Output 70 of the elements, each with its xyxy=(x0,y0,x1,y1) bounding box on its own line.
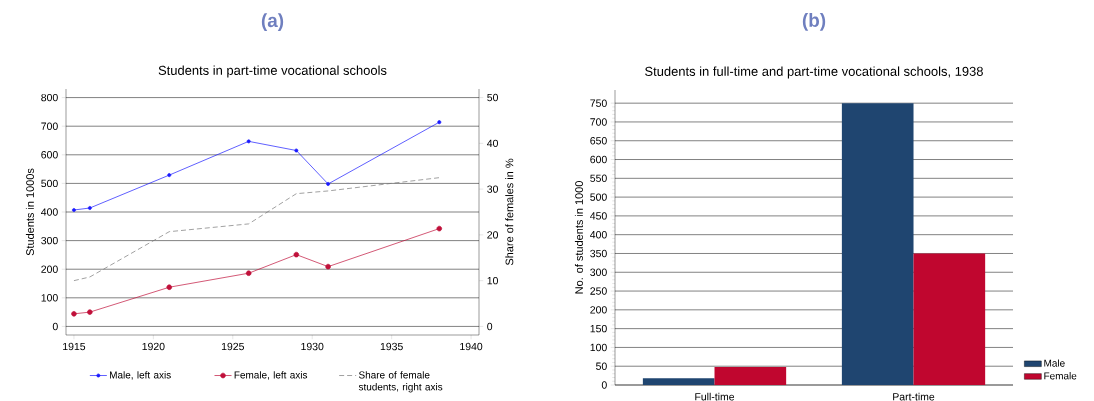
x-tick-label: 1925 xyxy=(221,342,244,351)
y-tick-label: 0 xyxy=(601,381,607,389)
y2-tick-label: 40 xyxy=(487,139,498,148)
y2-tick-label: 10 xyxy=(487,276,498,285)
y-tick-label: 700 xyxy=(41,122,58,130)
point xyxy=(72,208,76,212)
x-tick-label: 1920 xyxy=(142,342,165,351)
y-tick-label: 350 xyxy=(590,249,607,258)
y2-tick-label: 50 xyxy=(487,93,498,102)
x-tick-label: 1935 xyxy=(380,342,403,351)
y-tick-label: 300 xyxy=(41,236,58,245)
text: (a) xyxy=(261,13,284,31)
y-tick-label: 650 xyxy=(590,137,607,145)
y-tick-label: 750 xyxy=(590,99,607,107)
y-tick-label: 500 xyxy=(41,179,58,188)
y2-tick-label: 0 xyxy=(487,322,493,331)
chart-title: Students in full-time and part-time vocational schools, 1938 xyxy=(645,66,983,79)
x-tick-label: 1930 xyxy=(301,342,324,351)
y-tick-label: 200 xyxy=(41,265,58,273)
y-tick-label: 250 xyxy=(590,287,607,295)
legend-label: Share of female students, right axis xyxy=(358,371,443,393)
x-tick-label: 1940 xyxy=(460,342,483,351)
point xyxy=(326,182,331,186)
bar xyxy=(714,366,787,385)
y-tick-label: 550 xyxy=(590,174,607,183)
legend-label: Female, left axis xyxy=(234,371,308,380)
y-axis-title: No. of students in 1000 xyxy=(574,181,583,294)
point xyxy=(437,120,442,125)
y-tick-label: 500 xyxy=(590,193,607,201)
legend-label: Male, left axis xyxy=(110,371,171,380)
y2-tick-label: 20 xyxy=(487,231,498,239)
x-tick-label: Full-time xyxy=(695,392,735,401)
point xyxy=(87,206,92,210)
x-tick-label: Part-time xyxy=(893,392,935,401)
y-axis-title: Students in 1000s xyxy=(25,168,34,256)
point xyxy=(246,139,251,144)
text: (b) xyxy=(802,13,826,31)
y-tick-label: 300 xyxy=(590,268,607,276)
legend-label: Female xyxy=(1044,372,1077,380)
point xyxy=(436,225,443,232)
y-tick-label: 200 xyxy=(590,306,607,314)
y2-tick-label: 30 xyxy=(487,185,498,193)
bar xyxy=(642,378,715,385)
y-tick-label: 600 xyxy=(590,155,607,164)
point xyxy=(294,148,299,153)
legend-label: Male xyxy=(1044,359,1065,367)
bar xyxy=(841,103,914,385)
y-tick-label: 100 xyxy=(590,343,607,352)
y-tick-label: 700 xyxy=(590,118,607,126)
chart-title: Students in part-time vocational schools xyxy=(158,65,387,78)
y-tick-label: 400 xyxy=(590,230,607,239)
point xyxy=(166,284,172,290)
point xyxy=(293,251,300,258)
x-tick-label: 1915 xyxy=(63,342,86,351)
y-tick-label: 50 xyxy=(596,362,607,370)
y-tick-label: 100 xyxy=(41,294,58,302)
bar xyxy=(913,253,986,385)
y-tick-label: 400 xyxy=(41,208,58,216)
y-tick-label: 800 xyxy=(41,93,58,102)
y-tick-label: 450 xyxy=(590,212,607,220)
point xyxy=(325,263,331,270)
point xyxy=(245,270,252,276)
point xyxy=(71,311,77,317)
y-tick-label: 150 xyxy=(590,324,607,333)
y-tick-label: 600 xyxy=(41,151,58,159)
line-series xyxy=(73,177,440,281)
point xyxy=(167,173,172,178)
y2-axis-title: Share of females in % xyxy=(505,158,514,266)
point xyxy=(87,309,93,315)
y-tick-label: 0 xyxy=(52,322,58,331)
